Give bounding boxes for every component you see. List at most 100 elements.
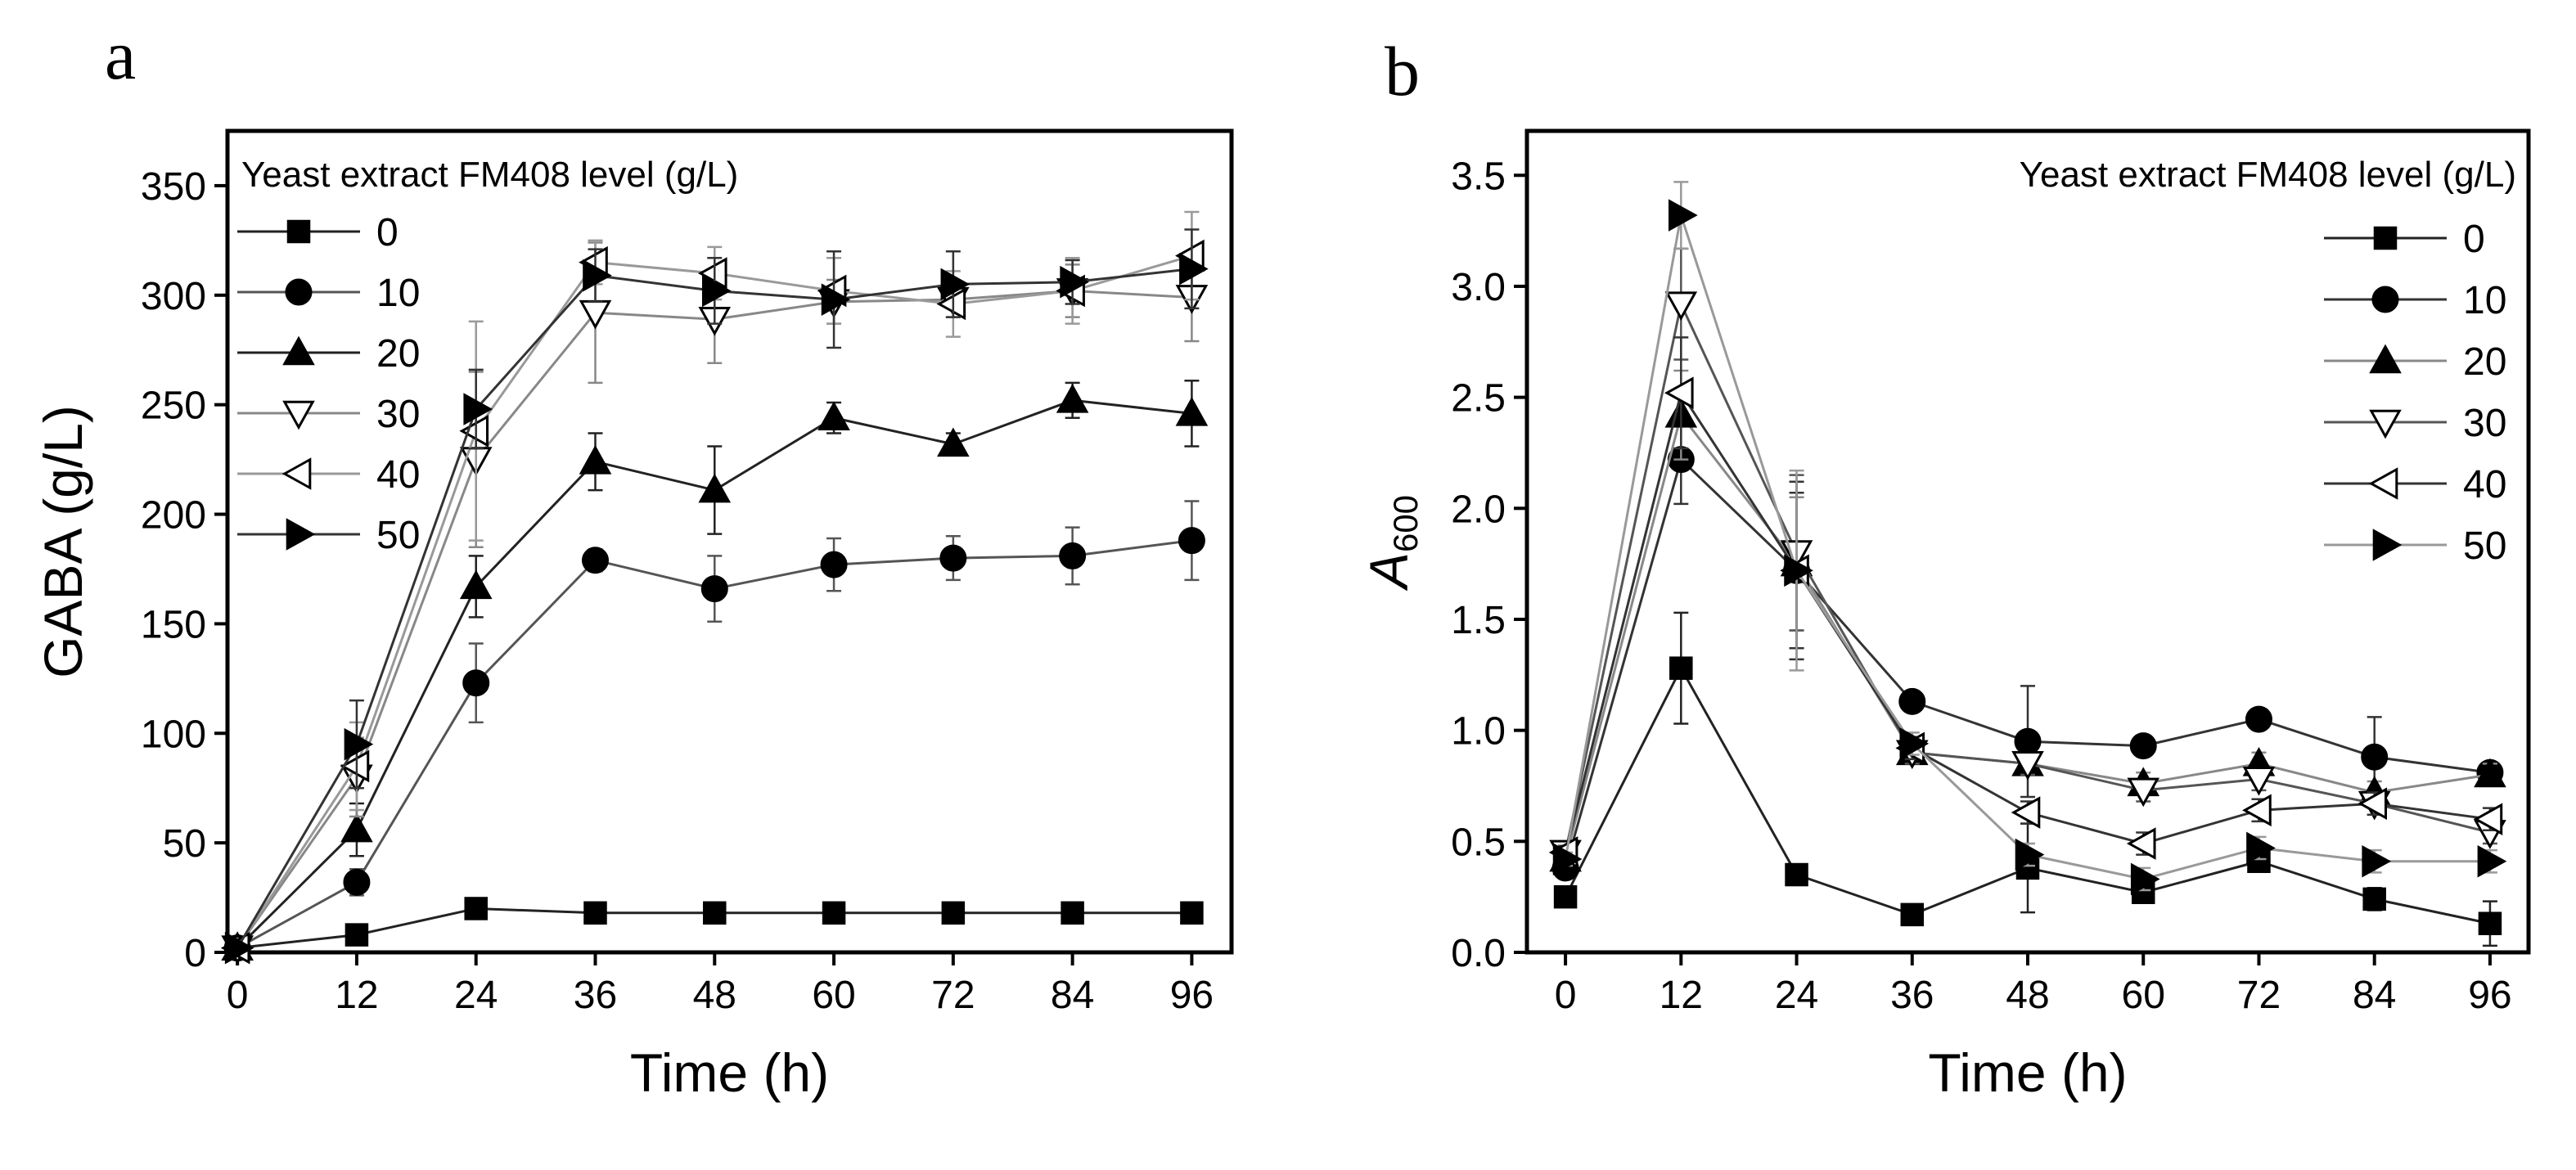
data-point	[340, 749, 370, 783]
data-point	[697, 257, 727, 290]
data-point	[2362, 844, 2392, 878]
data-point	[700, 575, 728, 603]
legend-item-30: 30	[237, 393, 420, 436]
data-point	[821, 283, 851, 316]
data-point	[2358, 787, 2387, 820]
legend-item-40: 40	[2324, 463, 2506, 506]
chart-b: b 0 12 24 36 48 60 72 84 96 0.0 0.5 1.0 1.5 2.0 2.5 3.0…	[1358, 32, 2531, 1103]
series-50	[1552, 181, 2507, 896]
legend-marker	[282, 335, 315, 366]
legend-marker	[281, 457, 312, 490]
legend-label: 40	[376, 453, 420, 497]
legend-label: 30	[2463, 402, 2506, 445]
data-point	[2473, 803, 2503, 835]
data-point	[2130, 862, 2160, 896]
y-tick-label: 3.0	[1451, 266, 1506, 309]
x-tick-label: 36	[574, 974, 617, 1017]
legend-marker	[2369, 344, 2402, 374]
legend-label: 20	[2463, 340, 2506, 384]
data-point	[459, 414, 489, 448]
data-point	[224, 931, 254, 965]
series-30	[1549, 247, 2506, 870]
data-point	[1552, 843, 1583, 875]
legend-marker	[286, 219, 311, 244]
data-point	[2361, 743, 2389, 771]
data-point	[345, 923, 369, 947]
data-point	[1785, 862, 1808, 887]
y-tick-label: 2.0	[1451, 488, 1506, 531]
y-tick-label: 50	[163, 822, 206, 866]
panel-label-a: a	[105, 16, 136, 94]
data-point	[2478, 911, 2502, 935]
y-tick-label: 150	[141, 603, 206, 646]
series-0	[225, 897, 1204, 960]
series-40	[1548, 336, 2503, 869]
legend-item-10: 10	[237, 272, 420, 315]
y-axis-title-subscript: 600	[1386, 495, 1425, 552]
legend-marker	[2368, 467, 2398, 500]
y-tick-label: 100	[141, 713, 206, 756]
data-point	[941, 901, 966, 925]
data-point	[2127, 777, 2160, 808]
legend-label: 40	[2463, 463, 2506, 506]
data-point	[2246, 831, 2276, 865]
legend-item-40: 40	[237, 453, 420, 497]
data-point	[2477, 844, 2507, 878]
data-point	[822, 901, 846, 925]
data-point	[937, 427, 970, 457]
data-point	[1061, 901, 1084, 925]
data-point	[940, 268, 971, 301]
panel-label-b: b	[1385, 32, 1420, 110]
data-point	[2126, 827, 2156, 860]
x-axis-title: Time (h)	[630, 1042, 829, 1103]
x-tick-label: 12	[335, 974, 378, 1017]
legend-item-20: 20	[2324, 340, 2506, 384]
legend-item-0: 0	[237, 211, 399, 254]
data-point	[2474, 758, 2506, 788]
legend-label: 0	[2463, 218, 2485, 261]
data-point	[2245, 705, 2272, 733]
data-point	[1059, 542, 1087, 569]
legend-item-10: 10	[2324, 279, 2506, 322]
data-point	[2129, 732, 2157, 760]
x-tick-label: 60	[812, 974, 855, 1017]
y-tick-label: 0	[184, 932, 206, 975]
legend-label: 0	[376, 211, 399, 254]
data-point	[1898, 687, 1926, 715]
x-tick-label: 0	[1555, 974, 1577, 1017]
data-point	[583, 901, 607, 925]
legend-item-20: 20	[237, 332, 420, 376]
legend-item-50: 50	[237, 514, 420, 557]
data-point	[583, 259, 612, 292]
data-point	[1664, 376, 1694, 409]
x-tick-label: 48	[693, 974, 736, 1017]
legend-label: 30	[376, 393, 420, 436]
data-point	[1056, 383, 1089, 413]
y-tick-label: 1.0	[1451, 710, 1506, 754]
legend-title: Yeast extract FM408 level (g/L)	[2020, 155, 2516, 195]
data-point	[2015, 838, 2045, 871]
data-point	[1175, 397, 1209, 426]
data-point	[936, 287, 966, 321]
legend: Yeast extract FM408 level (g/L) 0 10 20 30 40…	[2020, 155, 2516, 568]
x-tick-label: 0	[227, 974, 249, 1017]
x-tick-label: 96	[1170, 974, 1214, 1017]
x-tick-label: 96	[2468, 974, 2511, 1017]
y-tick-label: 3.5	[1451, 155, 1506, 198]
y-tick-label: 2.5	[1451, 377, 1506, 421]
legend-marker	[2371, 286, 2399, 313]
y-tick-label: 300	[141, 275, 206, 318]
legend-marker	[282, 400, 315, 430]
data-point	[1179, 252, 1209, 286]
y-tick-label: 0.0	[1451, 932, 1506, 975]
data-point	[1553, 884, 1578, 909]
data-point	[462, 669, 490, 697]
x-tick-label: 48	[2006, 974, 2049, 1017]
legend-marker	[2372, 529, 2403, 561]
data-point	[2242, 794, 2272, 827]
y-tick-label: 350	[141, 165, 206, 209]
series-50	[224, 228, 1209, 965]
legend-label: 20	[376, 332, 420, 376]
chart-a: a 0 12 24 36 48 60 72 84 96050100150200250300350…	[33, 16, 1234, 1103]
